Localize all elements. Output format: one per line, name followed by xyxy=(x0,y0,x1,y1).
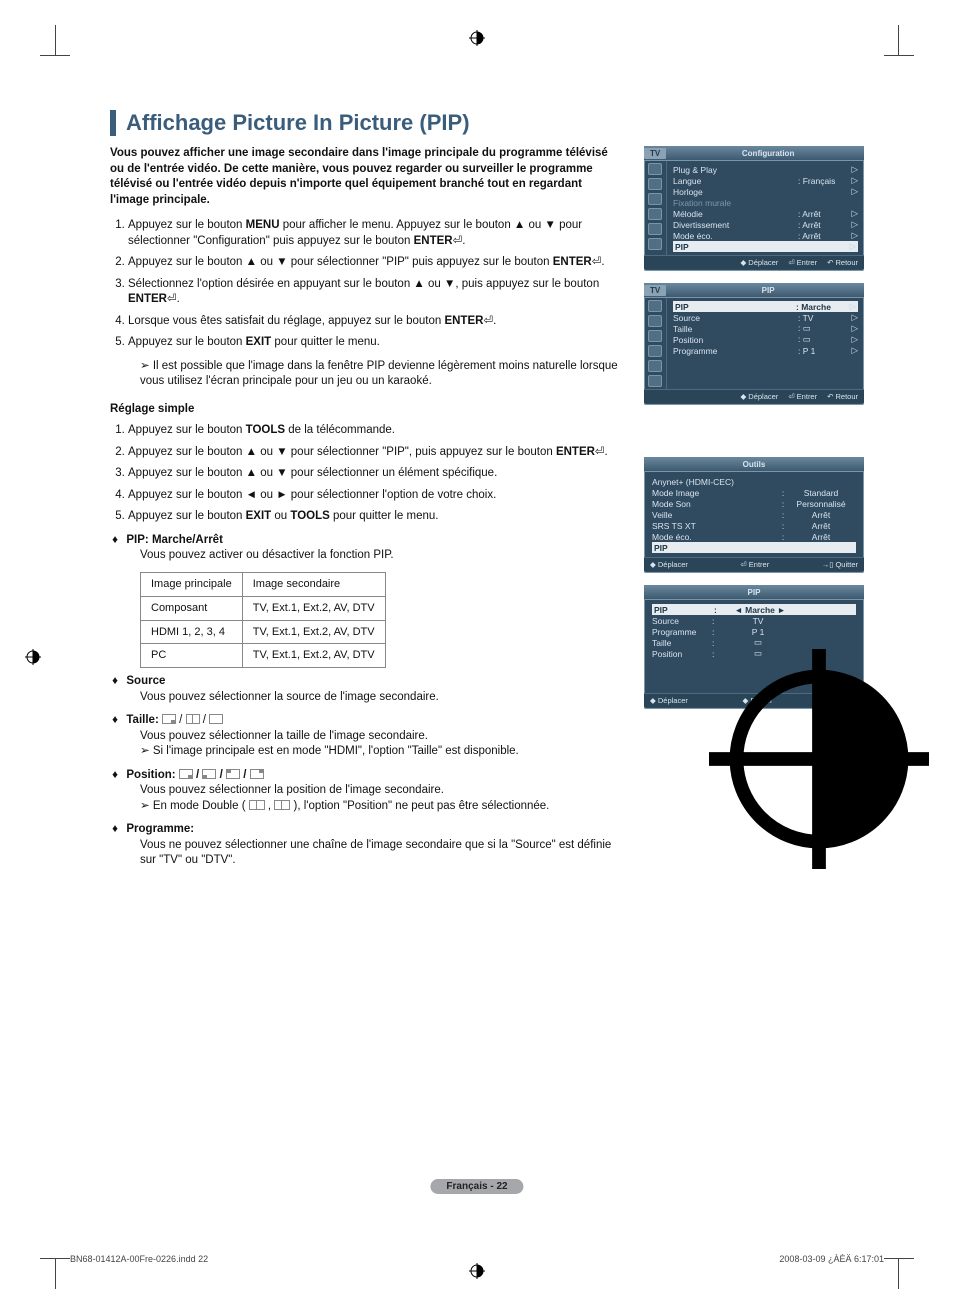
taille-desc: Vous pouvez sélectionner la taille de l'… xyxy=(110,729,624,745)
taille-note: Si l'image principale est en mode "HDMI"… xyxy=(153,745,519,757)
pip-compat-table: Image principaleImage secondaire Composa… xyxy=(140,572,386,668)
print-date: 2008-03-09 ¿ÀÈÄ 6:17:01 xyxy=(779,1254,884,1264)
source-header: Source xyxy=(126,675,165,687)
osd-pip: TVPIP PIP: Marche▷Source: TV▷Taille: ▭▷P… xyxy=(644,283,864,405)
pip-on-off-header: PIP: Marche/Arrêt xyxy=(126,534,223,546)
page-number: Français - 22 xyxy=(430,1179,523,1194)
source-desc: Vous pouvez sélectionner la source de l'… xyxy=(110,690,624,706)
step-item: Appuyez sur le bouton EXIT ou TOOLS pour… xyxy=(128,509,624,525)
steps-list-2: Appuyez sur le bouton TOOLS de la téléco… xyxy=(110,423,624,525)
step-item: Lorsque vous êtes satisfait du réglage, … xyxy=(128,314,624,330)
step-item: Appuyez sur le bouton ◄ ou ► pour sélect… xyxy=(128,488,624,504)
step-item: Appuyez sur le bouton ▲ ou ▼ pour sélect… xyxy=(128,445,624,461)
registration-mark-icon xyxy=(469,1263,485,1279)
step-item: Appuyez sur le bouton TOOLS de la téléco… xyxy=(128,423,624,439)
step-item: Appuyez sur le bouton MENU pour afficher… xyxy=(128,218,624,249)
note-1: Il est possible que l'image dans la fenê… xyxy=(140,360,618,388)
position-desc: Vous pouvez sélectionner la position de … xyxy=(110,783,624,799)
print-file: BN68-01412A-00Fre-0226.indd 22 xyxy=(70,1254,208,1264)
step-item: Appuyez sur le bouton ▲ ou ▼ pour sélect… xyxy=(128,466,624,482)
subhead-simple: Réglage simple xyxy=(110,402,624,418)
page-title: Affichage Picture In Picture (PIP) xyxy=(110,110,864,136)
programme-desc: Vous ne pouvez sélectionner une chaîne d… xyxy=(110,838,624,869)
steps-list-1: Appuyez sur le bouton MENU pour afficher… xyxy=(110,218,624,351)
step-item: Sélectionnez l'option désirée en appuyan… xyxy=(128,277,624,308)
taille-header: Taille: xyxy=(126,714,158,726)
intro-text: Vous pouvez afficher une image secondair… xyxy=(110,146,624,208)
pip-on-off-desc: Vous pouvez activer ou désactiver la fon… xyxy=(110,548,624,564)
registration-mark-icon xyxy=(469,30,485,46)
step-item: Appuyez sur le bouton ▲ ou ▼ pour sélect… xyxy=(128,255,624,271)
programme-header: Programme: xyxy=(126,823,194,835)
registration-mark-icon xyxy=(709,649,929,665)
step-item: Appuyez sur le bouton EXIT pour quitter … xyxy=(128,335,624,351)
registration-mark-icon xyxy=(25,649,41,665)
position-header: Position: xyxy=(126,769,175,781)
osd-tools: Outils Anynet+ (HDMI-CEC)Mode Image:Stan… xyxy=(644,457,864,573)
osd-configuration: TVConfiguration Plug & Play▷Langue: Fran… xyxy=(644,146,864,271)
